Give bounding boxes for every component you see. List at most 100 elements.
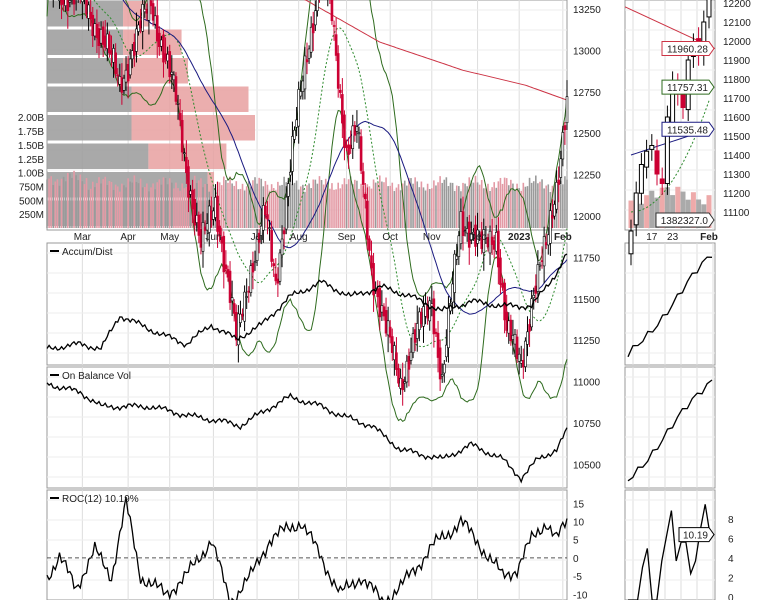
volume-bar <box>231 183 233 228</box>
volume-bar <box>379 175 381 228</box>
candle-body <box>278 252 282 282</box>
candle-body <box>405 360 409 383</box>
inset-value-label: 11960.28 <box>667 45 708 56</box>
candle-body <box>68 0 72 3</box>
candle-body <box>347 144 350 155</box>
volume-bar <box>364 191 367 228</box>
volume-bar <box>175 182 177 228</box>
candle-body <box>559 158 563 178</box>
candle-body <box>528 324 531 332</box>
candle-body <box>395 352 398 370</box>
candle-body <box>359 136 363 171</box>
candle-body <box>457 235 461 257</box>
price-axis-label: 11500 <box>573 295 601 306</box>
volume-bar <box>204 183 206 228</box>
volume-bar <box>295 180 298 228</box>
volume-bar <box>331 183 333 228</box>
candle-body <box>309 26 313 53</box>
volume-bar <box>451 182 454 228</box>
candle-body <box>380 305 384 313</box>
roc-axis-label: -10 <box>573 590 588 600</box>
volume-bar <box>520 190 523 228</box>
candle-body <box>546 234 550 246</box>
candle-body <box>234 312 238 341</box>
candle-body <box>519 360 523 364</box>
volume-bar <box>110 181 113 228</box>
inset-roc-line <box>628 504 711 600</box>
candle-body <box>151 3 155 21</box>
candle-body <box>561 132 565 160</box>
candle-body <box>544 242 548 246</box>
volume-bar <box>62 176 65 228</box>
candle-body <box>268 227 271 229</box>
volume-bar <box>314 179 317 228</box>
volume-bar <box>133 175 136 228</box>
volume-bar <box>339 188 342 228</box>
candle-body <box>232 303 236 314</box>
candle-body <box>432 298 436 335</box>
candle-body <box>191 189 194 210</box>
candle-body <box>314 10 317 26</box>
candle-body <box>486 237 490 248</box>
volume-bar <box>310 188 312 228</box>
candle-body <box>182 152 186 155</box>
inset-value-label: 1382327.0 <box>661 216 709 227</box>
volume-by-price-up <box>47 200 208 226</box>
candle-body <box>553 204 556 217</box>
volume-bar <box>94 187 96 228</box>
volume-bar <box>543 188 545 228</box>
candle-body <box>137 24 140 32</box>
roc-axis-label: -5 <box>573 572 582 583</box>
candle-body <box>338 89 342 93</box>
candle-body <box>526 331 529 345</box>
volume-bar <box>349 176 352 228</box>
volume-bar <box>341 184 344 228</box>
candle-body <box>499 257 502 285</box>
sma50-line <box>122 0 568 315</box>
candle-body <box>249 265 253 293</box>
candle-body <box>442 363 446 374</box>
volume-bar <box>335 189 337 228</box>
volume-bar <box>437 182 439 228</box>
volume-bar <box>46 179 48 228</box>
candle-body <box>517 353 521 362</box>
candle-body <box>565 96 569 124</box>
inset-panel-3 <box>624 489 716 600</box>
volume-bar <box>202 187 204 228</box>
volume-bar <box>108 180 111 228</box>
candle-body <box>210 210 213 221</box>
inset-candle-body <box>628 230 634 255</box>
indicator-line-2 <box>46 253 568 352</box>
volume-bar <box>299 186 302 228</box>
inset-indicator-line-2 <box>627 256 713 358</box>
volume-bar <box>229 176 231 228</box>
candle-body <box>116 74 120 77</box>
candle-body <box>124 69 128 83</box>
price-axis-label: 13000 <box>573 46 601 57</box>
candle-body <box>428 300 432 322</box>
volume-bar <box>487 183 489 228</box>
volume-bar <box>312 179 315 228</box>
candle-body <box>197 214 201 236</box>
inset-price-axis-label: 11700 <box>723 94 751 105</box>
volume-bar <box>362 186 364 228</box>
candle-body <box>237 313 240 346</box>
volume-bar <box>48 178 50 228</box>
candle-body <box>85 0 88 15</box>
candle-body <box>445 344 448 358</box>
volume-axis-label: 2.00B <box>18 113 44 124</box>
volume-bar <box>106 185 109 228</box>
candle-body <box>492 240 496 250</box>
candle-body <box>363 193 367 200</box>
volume-bar <box>237 189 240 228</box>
volume-bar <box>495 187 498 228</box>
candle-body <box>241 313 244 317</box>
candle-body <box>178 112 182 121</box>
indicator-line-3 <box>46 382 568 484</box>
inset-panel-2 <box>624 366 716 489</box>
candle-body <box>91 14 95 36</box>
inset-indicator-line-3 <box>627 379 713 482</box>
volume-bar <box>518 188 520 228</box>
volume-bar <box>428 189 431 228</box>
bollinger-lower-line <box>46 0 568 423</box>
